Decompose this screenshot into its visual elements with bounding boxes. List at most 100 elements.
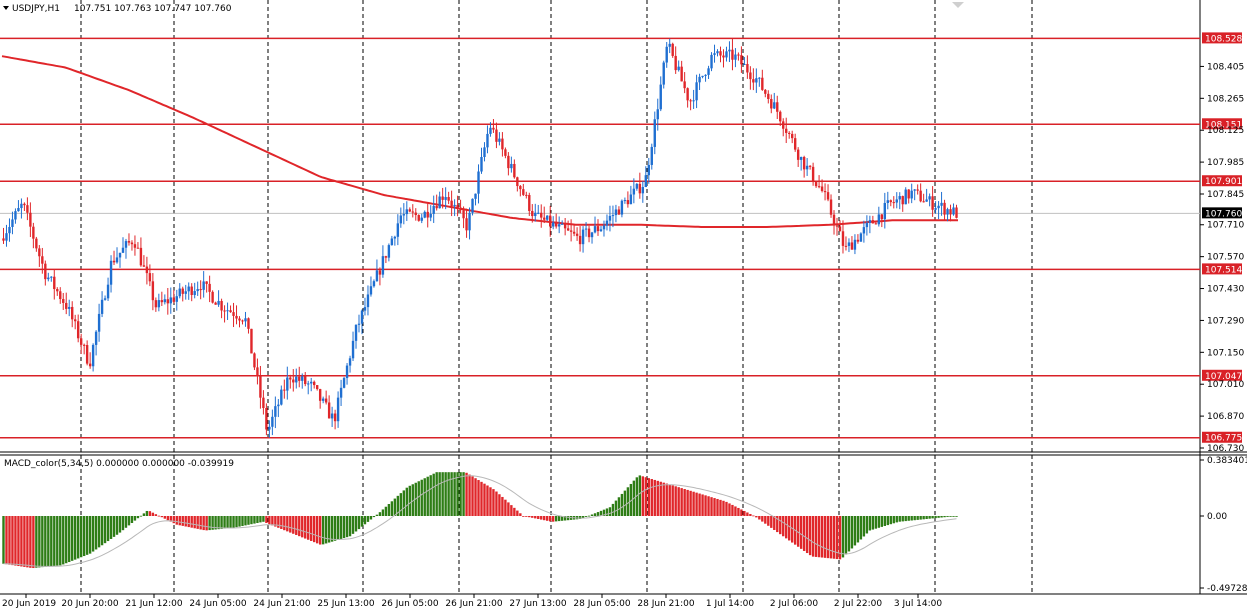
candle[interactable] [513, 159, 516, 179]
candle[interactable] [136, 242, 140, 249]
candle[interactable] [35, 236, 38, 252]
candle[interactable] [823, 183, 827, 201]
candle[interactable] [76, 314, 80, 343]
candle[interactable] [375, 259, 379, 282]
candle[interactable] [701, 75, 704, 79]
candle[interactable] [211, 290, 214, 304]
candle[interactable] [426, 202, 429, 228]
candle[interactable] [525, 191, 528, 199]
candle[interactable] [199, 280, 202, 300]
candle[interactable] [528, 192, 531, 216]
candle[interactable] [659, 76, 662, 112]
candle[interactable] [572, 225, 576, 237]
candle[interactable] [253, 352, 256, 371]
dropdown-triangle-icon[interactable] [3, 6, 9, 10]
candle[interactable] [808, 165, 812, 170]
candle[interactable] [767, 90, 770, 104]
candle[interactable] [602, 220, 606, 237]
candle[interactable] [892, 196, 895, 209]
candle[interactable] [486, 125, 489, 154]
candle[interactable] [799, 156, 803, 171]
candle[interactable] [327, 395, 331, 419]
candle[interactable] [817, 175, 821, 189]
candle[interactable] [575, 227, 579, 241]
candle[interactable] [949, 204, 952, 222]
candle[interactable] [569, 219, 573, 242]
candle[interactable] [937, 201, 940, 220]
candle[interactable] [623, 197, 627, 204]
candle[interactable] [489, 122, 492, 137]
candle[interactable] [190, 283, 193, 302]
candle[interactable] [943, 199, 946, 221]
candle[interactable] [755, 68, 758, 93]
candle[interactable] [97, 303, 101, 342]
candle[interactable] [829, 194, 833, 218]
candle[interactable] [399, 207, 403, 228]
candle[interactable] [193, 282, 196, 299]
candle[interactable] [384, 255, 388, 264]
candle[interactable] [145, 256, 149, 285]
candle[interactable] [369, 276, 373, 297]
candle[interactable] [537, 204, 540, 215]
candle[interactable] [268, 420, 271, 438]
candle[interactable] [68, 299, 71, 317]
candle[interactable] [238, 316, 241, 328]
candle[interactable] [740, 46, 743, 73]
candle[interactable] [779, 110, 782, 126]
candle[interactable] [695, 74, 698, 109]
candle[interactable] [65, 292, 68, 315]
candle[interactable] [468, 207, 471, 240]
candle[interactable] [112, 250, 116, 266]
candle[interactable] [130, 240, 134, 251]
candle[interactable] [160, 291, 164, 306]
candle[interactable] [653, 111, 656, 155]
candle[interactable] [44, 260, 47, 286]
candle[interactable] [142, 255, 146, 268]
candle[interactable] [543, 206, 546, 224]
candle[interactable] [2, 227, 5, 244]
candle[interactable] [390, 235, 394, 246]
candle[interactable] [835, 217, 839, 236]
candle[interactable] [788, 131, 791, 139]
candle[interactable] [411, 204, 414, 218]
candle[interactable] [333, 409, 337, 430]
candle[interactable] [590, 231, 594, 244]
candle[interactable] [516, 176, 519, 192]
candle[interactable] [175, 289, 178, 311]
candle[interactable] [220, 298, 223, 319]
candle[interactable] [148, 264, 152, 287]
candle[interactable] [432, 195, 435, 223]
candle[interactable] [47, 272, 50, 282]
candle[interactable] [402, 203, 406, 225]
candle[interactable] [551, 216, 555, 230]
candle[interactable] [336, 391, 340, 428]
candle[interactable] [495, 122, 498, 149]
candle[interactable] [596, 219, 600, 236]
candle[interactable] [635, 183, 639, 191]
candle[interactable] [919, 183, 922, 203]
candle[interactable] [447, 191, 450, 205]
candle[interactable] [862, 220, 866, 243]
candle[interactable] [205, 281, 208, 293]
candle[interactable] [396, 214, 400, 246]
candle[interactable] [838, 220, 842, 232]
candle[interactable] [611, 205, 615, 228]
candle[interactable] [163, 294, 167, 305]
candle[interactable] [462, 206, 465, 229]
candle[interactable] [483, 142, 486, 162]
candle[interactable] [450, 190, 453, 217]
candle[interactable] [38, 245, 41, 267]
candle[interactable] [704, 74, 707, 82]
candle[interactable] [841, 220, 845, 254]
candle[interactable] [304, 372, 307, 387]
candle[interactable] [749, 66, 752, 90]
candle[interactable] [901, 195, 904, 212]
candle[interactable] [877, 206, 881, 227]
candle[interactable] [546, 215, 549, 221]
candle[interactable] [286, 366, 289, 400]
candle[interactable] [907, 189, 910, 204]
candle[interactable] [393, 235, 397, 246]
candle[interactable] [471, 198, 474, 216]
candle[interactable] [904, 187, 907, 205]
candle[interactable] [29, 202, 32, 238]
